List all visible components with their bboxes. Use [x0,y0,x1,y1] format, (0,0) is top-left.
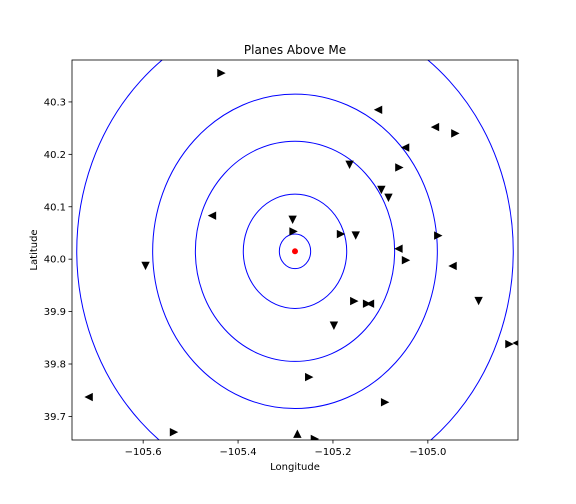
plane-marker [394,244,403,253]
plane-marker [169,427,179,437]
plane-marker [505,339,514,349]
plane-marker [377,185,386,195]
x-axis-ticks: −105.6 −105.4 −105.2 −105.0 [125,440,446,458]
x-tick-label: −105.2 [314,447,351,458]
plane-markers [84,68,518,440]
chart-title: Planes Above Me [244,43,346,57]
plane-marker [384,193,393,203]
y-axis-ticks: 39.7 39.8 39.9 40.0 40.1 40.2 40.3 [44,97,72,423]
x-axis-label: Longitude [270,462,320,473]
plane-marker [217,68,226,78]
plane-marker [451,129,460,138]
y-tick-label: 40.3 [44,97,66,108]
y-tick-label: 40.1 [44,202,66,213]
y-tick-label: 39.8 [44,360,66,371]
range-rings [76,60,514,440]
plane-marker [288,215,297,225]
range-ring-4 [152,93,438,410]
y-tick-label: 40.2 [44,150,66,161]
plane-marker [512,340,518,346]
plane-marker [141,261,150,271]
plane-marker [351,231,360,240]
plane-marker [365,299,375,308]
plane-marker [345,160,354,170]
range-ring-5 [76,60,514,440]
plane-marker [400,143,410,152]
y-tick-label: 39.9 [44,307,66,318]
plane-marker [401,256,411,265]
plane-marker [448,261,457,271]
plane-marker [329,321,339,330]
plane-marker [380,398,390,407]
x-tick-label: −105.6 [125,447,162,458]
plane-marker [289,227,298,236]
range-ring-3 [194,140,396,362]
plane-marker [430,122,440,132]
plane-marker [373,105,383,114]
plane-marker [207,211,217,220]
y-tick-label: 40.0 [44,255,66,266]
range-ring-1 [278,233,312,270]
home-location-dot [292,248,298,255]
y-tick-label: 39.7 [44,412,66,423]
plane-marker [434,231,443,240]
x-tick-label: −105.4 [220,447,257,458]
plane-marker [336,229,346,239]
plane-marker [293,429,302,438]
plane-marker [84,392,93,402]
plane-marker [350,296,359,306]
range-ring-2 [242,193,348,309]
plot-frame [71,59,519,441]
center-point [292,248,298,255]
plane-marker [474,296,483,306]
x-tick-label: −105.0 [409,447,446,458]
y-axis-label: Latitude [29,229,40,270]
plane-marker [395,163,404,172]
plane-marker [310,434,320,440]
plane-marker [305,372,314,382]
